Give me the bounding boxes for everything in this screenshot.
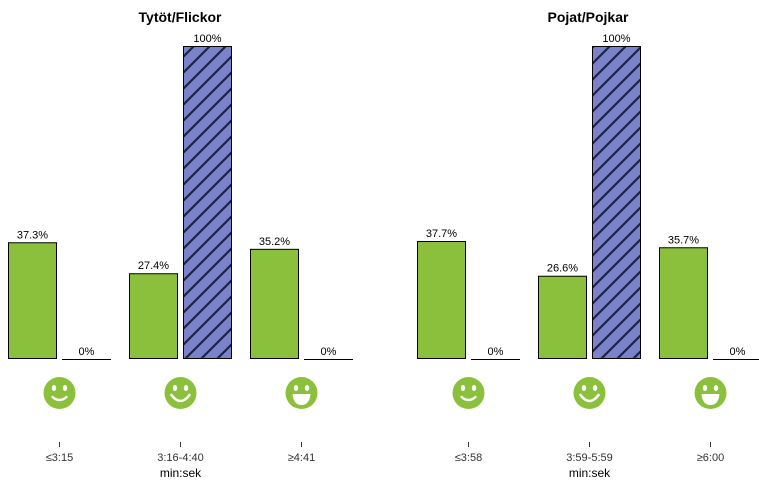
bar-value-label: 0%	[321, 346, 337, 358]
x-tick-label: ≥6:00	[697, 452, 724, 464]
bar-value-label: 100%	[193, 33, 221, 45]
smiley-laugh-icon	[695, 377, 727, 409]
bar-value-label: 37.3%	[17, 229, 48, 241]
bar-green	[539, 276, 587, 358]
x-tick-label: ≥4:41	[288, 452, 315, 464]
bar-green	[660, 248, 708, 359]
bar-green	[418, 241, 466, 358]
bar-value-label: 100%	[602, 33, 630, 45]
bar-green	[130, 274, 178, 359]
x-axis-label: min:sek	[569, 466, 611, 479]
chart-title: Tytöt/Flickor	[139, 9, 223, 25]
bar-value-label: 35.2%	[259, 236, 290, 248]
smiley-grin-icon	[165, 377, 197, 409]
bar-value-label: 0%	[730, 346, 746, 358]
bar-hatched	[184, 47, 232, 359]
smiley-face-icon	[453, 377, 485, 409]
bar-value-label: 37.7%	[426, 228, 457, 240]
bar-hatched	[593, 47, 641, 359]
x-axis-label: min:sek	[160, 466, 202, 479]
bar-value-label: 0%	[79, 346, 95, 358]
smiley-grin-icon	[574, 377, 606, 409]
bar-value-label: 27.4%	[138, 260, 169, 272]
bar-green	[251, 249, 299, 358]
smiley-laugh-icon	[286, 377, 318, 409]
chart-panel-2: Pojat/Pojkar 37.7% 0% ≤3:58 26.6% 100% 3:59-5:…	[418, 9, 759, 479]
x-tick-label: 3:16-4:40	[157, 452, 203, 464]
bar-value-label: 26.6%	[547, 263, 578, 275]
smiley-face-icon	[44, 377, 76, 409]
chart-panel-1: Tytöt/Flickor 37.3% 0% ≤3:15 27.4% 100% 3:16-4…	[9, 9, 354, 479]
x-tick-label: ≤3:58	[455, 452, 482, 464]
x-tick-label: 3:59-5:59	[566, 452, 612, 464]
chart-title: Pojat/Pojkar	[548, 9, 629, 25]
x-tick-label: ≤3:15	[46, 452, 73, 464]
bar-value-label: 35.7%	[668, 234, 699, 246]
bar-value-label: 0%	[488, 346, 504, 358]
bar-green	[9, 243, 57, 359]
